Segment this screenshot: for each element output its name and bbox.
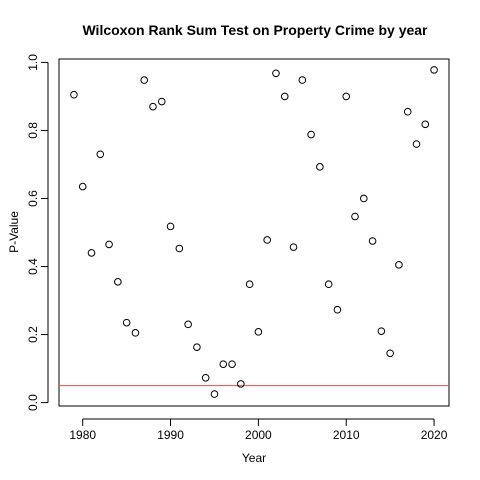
data-point xyxy=(122,318,131,327)
data-point xyxy=(210,390,219,398)
data-point xyxy=(403,107,412,116)
data-point xyxy=(96,150,105,159)
data-point xyxy=(201,373,210,382)
data-point xyxy=(368,237,377,245)
data-point xyxy=(70,90,78,99)
data-point xyxy=(245,280,254,289)
data-point xyxy=(105,240,113,249)
data-point xyxy=(280,92,289,101)
data-point xyxy=(228,360,236,368)
y-tick-label: 0.0 xyxy=(26,394,40,411)
data-point xyxy=(219,360,228,368)
data-point xyxy=(307,130,315,139)
data-point xyxy=(342,92,351,101)
plot-frame xyxy=(58,58,450,407)
x-tick-label: 1990 xyxy=(157,428,184,442)
data-point xyxy=(359,194,368,203)
y-tick-label: 0.2 xyxy=(26,326,40,343)
data-point xyxy=(237,380,245,388)
data-point xyxy=(254,328,263,336)
data-point xyxy=(140,76,149,84)
x-axis-label: Year xyxy=(242,451,266,465)
data-point xyxy=(412,140,421,148)
x-tick-label: 2020 xyxy=(421,428,448,442)
y-tick-label: 0.8 xyxy=(26,122,40,139)
data-point xyxy=(166,222,175,231)
data-point xyxy=(149,102,157,111)
x-tick-label: 2010 xyxy=(333,428,360,442)
data-point xyxy=(386,349,394,358)
data-point xyxy=(421,120,430,129)
data-point xyxy=(298,76,307,84)
data-point xyxy=(263,236,271,244)
data-point xyxy=(324,280,333,289)
x-tick-label: 1980 xyxy=(69,428,96,442)
chart-title: Wilcoxon Rank Sum Test on Property Crime… xyxy=(82,22,428,38)
data-point xyxy=(184,320,192,329)
data-point xyxy=(131,329,140,337)
data-point xyxy=(87,249,96,257)
data-point xyxy=(430,66,438,74)
data-point xyxy=(333,305,342,314)
data-point xyxy=(175,244,184,253)
data-points xyxy=(70,66,438,398)
data-point xyxy=(78,182,87,191)
data-point xyxy=(377,327,386,335)
y-tick-label: 1.0 xyxy=(26,54,40,71)
data-point xyxy=(351,212,359,221)
y-axis-ticks: 0.0 0.2 0.4 0.6 0.8 1.0 xyxy=(26,54,48,411)
x-axis-ticks: 1980 1990 2000 2010 2020 xyxy=(69,419,448,442)
data-point xyxy=(395,261,403,269)
x-tick-label: 2000 xyxy=(245,428,272,442)
y-axis-label: P-Value xyxy=(7,211,21,253)
y-tick-label: 0.6 xyxy=(26,190,40,207)
data-point xyxy=(157,97,166,106)
data-point xyxy=(114,278,122,286)
y-tick-label: 0.4 xyxy=(26,258,40,275)
data-point xyxy=(289,243,298,251)
data-point xyxy=(272,69,280,78)
data-point xyxy=(316,163,324,171)
data-point xyxy=(193,343,201,351)
